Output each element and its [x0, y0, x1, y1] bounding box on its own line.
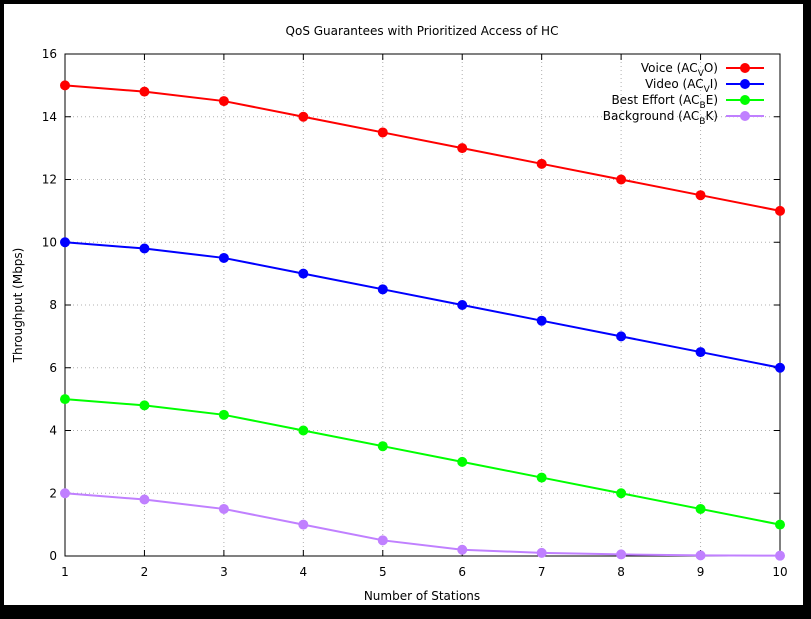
data-point	[298, 425, 309, 436]
chart-frame: QoS Guarantees with Prioritized Access o…	[4, 4, 803, 605]
series-1	[60, 80, 785, 216]
data-point	[775, 550, 785, 561]
data-point	[536, 315, 547, 326]
series-3	[60, 394, 785, 530]
legend-label: Background (ACBK)	[603, 109, 718, 127]
series-2	[60, 237, 785, 373]
data-point	[218, 409, 229, 420]
legend-marker	[740, 63, 750, 73]
legend-label: Video (ACVI)	[645, 77, 718, 95]
y-tick-label: 6	[49, 361, 57, 375]
x-tick-label: 9	[697, 565, 705, 579]
data-point	[60, 237, 70, 248]
y-axis-title: Throughput (Mbps)	[11, 248, 25, 364]
data-point	[218, 252, 229, 263]
legend-entry: Video (ACVI)	[645, 77, 764, 95]
legend-entry: Best Effort (ACBE)	[611, 93, 764, 111]
x-tick-label: 2	[141, 565, 149, 579]
data-point	[298, 519, 309, 530]
grid	[65, 54, 780, 556]
series-line	[64, 492, 781, 557]
y-tick-label: 16	[42, 47, 57, 61]
chart-title: QoS Guarantees with Prioritized Access o…	[286, 24, 559, 38]
x-tick-label: 1	[61, 565, 69, 579]
data-point	[695, 190, 706, 201]
data-point	[218, 503, 229, 514]
data-point	[139, 494, 150, 505]
data-point	[139, 86, 150, 97]
series-line	[64, 241, 781, 369]
data-point	[298, 268, 309, 279]
data-point	[60, 488, 70, 499]
data-point	[139, 400, 150, 411]
legend-marker	[740, 111, 750, 121]
line-chart: QoS Guarantees with Prioritized Access o…	[11, 24, 788, 603]
data-point	[616, 331, 627, 342]
y-tick-label: 12	[42, 173, 57, 187]
data-point	[536, 158, 547, 169]
x-tick-label: 5	[379, 565, 387, 579]
data-point	[377, 441, 388, 452]
series-4	[60, 488, 785, 561]
data-point	[298, 111, 309, 122]
legend-entry: Background (ACBK)	[603, 109, 764, 127]
data-point	[60, 80, 70, 91]
series-line	[64, 84, 781, 212]
series-layer	[60, 80, 785, 561]
x-tick-label: 8	[617, 565, 625, 579]
data-point	[377, 284, 388, 295]
x-tick-label: 7	[538, 565, 546, 579]
y-tick-label: 4	[49, 424, 57, 438]
data-point	[775, 519, 785, 530]
legend-label: Best Effort (ACBE)	[611, 93, 718, 111]
data-point	[616, 549, 627, 560]
data-point	[377, 127, 388, 138]
y-tick-label: 10	[42, 235, 57, 249]
x-tick-label: 10	[772, 565, 787, 579]
x-tick-label: 3	[220, 565, 228, 579]
data-point	[457, 456, 468, 467]
data-point	[775, 362, 785, 373]
legend-entry: Voice (ACVO)	[641, 61, 764, 79]
x-tick-label: 6	[458, 565, 466, 579]
data-point	[695, 503, 706, 514]
data-point	[616, 488, 627, 499]
legend-label: Voice (ACVO)	[641, 61, 718, 79]
legend-marker	[740, 79, 750, 89]
data-point	[377, 535, 388, 546]
y-tick-label: 14	[42, 110, 57, 124]
y-tick-label: 0	[49, 549, 57, 563]
data-point	[616, 174, 627, 185]
data-point	[139, 243, 150, 254]
x-axis-title: Number of Stations	[364, 589, 480, 603]
y-tick-label: 2	[49, 486, 57, 500]
plot-border	[64, 53, 781, 557]
data-point	[536, 472, 547, 483]
series-line	[64, 398, 781, 526]
x-tick-label: 4	[300, 565, 308, 579]
data-point	[457, 544, 468, 555]
data-point	[695, 347, 706, 358]
y-tick-label: 8	[49, 298, 57, 312]
data-point	[775, 205, 785, 216]
data-point	[457, 143, 468, 154]
data-point	[457, 300, 468, 310]
data-point	[60, 394, 70, 405]
data-point	[218, 96, 229, 107]
legend-marker	[740, 95, 750, 105]
data-point	[536, 547, 547, 558]
data-point	[695, 550, 706, 561]
legend: Voice (ACVO)Video (ACVI)Best Effort (ACB…	[603, 61, 764, 127]
